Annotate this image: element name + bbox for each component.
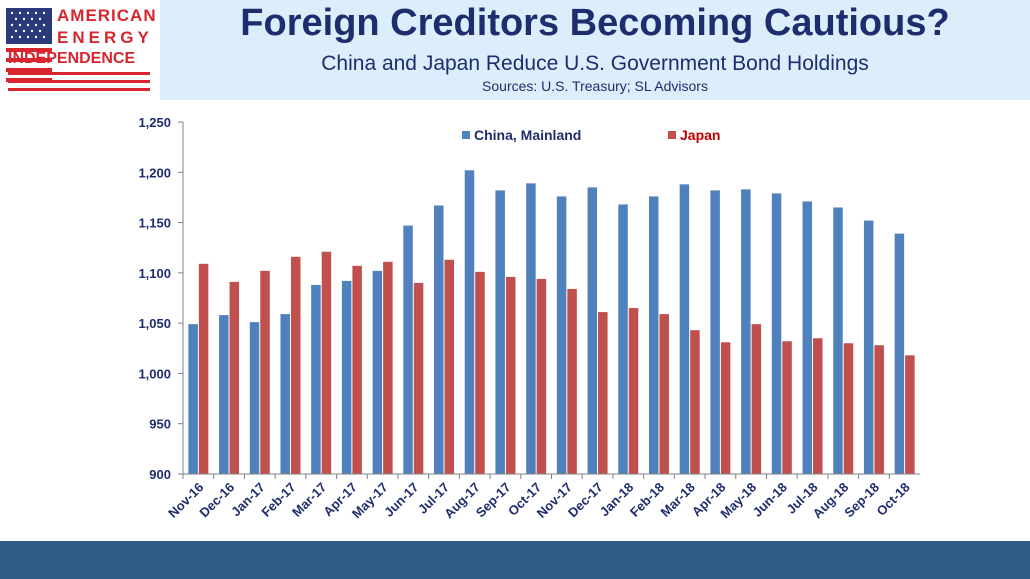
header-banner	[160, 0, 1030, 100]
x-tick-label: Mar-17	[289, 480, 329, 520]
bar-china-Aug-17	[464, 170, 475, 474]
bar-japan-Feb-18	[659, 314, 669, 474]
bar-chart: 900 950 1,000 1,050 1,100 1,150 1,200 1,250 Nov…	[138, 115, 920, 521]
y-tick-label: 1,150	[138, 216, 171, 231]
bar-china-Dec-16	[219, 315, 229, 474]
us-flag-icon	[6, 8, 52, 88]
x-axis: Nov-16Dec-16Jan-17Feb-17Mar-17Apr-17May-…	[165, 473, 920, 521]
logo-stripe	[8, 80, 150, 83]
bar-japan-Aug-17	[475, 271, 485, 474]
logo-line-1: AMERICAN	[57, 6, 157, 25]
y-tick-label: 1,050	[138, 316, 171, 331]
bar-japan-Dec-17	[598, 312, 608, 474]
y-tick-label: 900	[149, 467, 171, 482]
bar-japan-Jul-17	[444, 259, 455, 474]
y-tick-label: 1,000	[138, 366, 171, 381]
logo-stripe	[8, 88, 150, 91]
bar-china-May-17	[372, 270, 383, 474]
footer-bar	[0, 541, 1030, 579]
x-tick-label: Oct-18	[874, 480, 913, 519]
bar-china-Mar-18	[679, 184, 690, 474]
bar-china-Nov-17	[556, 196, 567, 474]
bar-china-Jun-18	[771, 193, 782, 475]
bar-japan-Feb-17	[290, 256, 301, 474]
bar-japan-Jun-17	[413, 282, 424, 474]
y-axis: 900 950 1,000 1,050 1,100 1,150 1,200 1,250	[138, 115, 184, 482]
bar-china-Jun-17	[403, 225, 413, 474]
legend-label-china: China, Mainland	[474, 127, 581, 143]
logo: AMERICAN ENERGY INDEPENDENCE	[0, 0, 160, 100]
bar-china-May-18	[741, 189, 751, 474]
bar-china-Sep-18	[863, 220, 874, 474]
y-tick-label: 1,200	[138, 165, 171, 180]
page-title: Foreign Creditors Becoming Cautious?	[240, 2, 950, 44]
bar-china-Aug-18	[833, 207, 843, 474]
y-tick-label: 950	[149, 417, 171, 432]
bar-china-Apr-17	[341, 280, 352, 474]
bar-china-Apr-18	[710, 190, 720, 474]
x-tick-label: Dec-16	[196, 480, 237, 521]
bar-china-Jan-17	[249, 322, 260, 474]
bar-japan-Aug-18	[843, 343, 854, 474]
x-tick-label: Mar-18	[658, 480, 698, 520]
bar-japan-Mar-17	[321, 251, 332, 474]
x-tick-label: Sep-18	[841, 480, 882, 521]
logo-line-3: INDEPENDENCE	[8, 50, 136, 67]
y-tick-label: 1,250	[138, 115, 171, 130]
bar-japan-Jun-18	[782, 341, 792, 474]
bar-china-Feb-17	[280, 314, 290, 474]
bar-japan-Apr-17	[352, 265, 362, 474]
bar-china-Sep-17	[495, 190, 505, 474]
bar-china-Oct-18	[894, 233, 905, 474]
x-tick-label: Jun-17	[381, 480, 421, 520]
x-tick-label: Jun-18	[750, 480, 790, 520]
bar-japan-Dec-16	[229, 281, 240, 474]
bar-japan-Sep-17	[505, 276, 516, 474]
legend-swatch-china	[462, 131, 470, 139]
bar-china-Feb-18	[648, 196, 659, 474]
y-tick-label: 1,100	[138, 266, 171, 281]
bar-japan-Jul-18	[813, 338, 823, 474]
bar-japan-May-18	[751, 324, 762, 474]
bar-japan-May-17	[383, 261, 393, 474]
bar-china-Jan-18	[618, 204, 628, 474]
bar-japan-Nov-17	[567, 288, 577, 474]
bar-china-Oct-17	[526, 183, 536, 474]
bar-china-Jul-18	[802, 201, 813, 475]
bar-japan-Nov-16	[198, 263, 209, 474]
bar-china-Nov-16	[188, 324, 198, 474]
x-tick-label: Dec-17	[565, 480, 606, 521]
bars	[188, 170, 915, 475]
logo-line-2: ENERGY	[57, 28, 153, 47]
logo-stripe	[8, 72, 150, 75]
x-tick-label: Sep-17	[473, 480, 514, 521]
page-subtitle: China and Japan Reduce U.S. Government B…	[321, 52, 869, 75]
bar-china-Mar-17	[311, 284, 321, 474]
bar-japan-Mar-18	[690, 330, 700, 474]
bar-japan-Oct-18	[905, 355, 915, 474]
sources-note: Sources: U.S. Treasury; SL Advisors	[482, 78, 708, 94]
bar-china-Jul-17	[434, 205, 444, 474]
bar-japan-Oct-17	[536, 278, 547, 474]
legend-swatch-japan	[668, 131, 676, 139]
legend: China, Mainland Japan	[462, 127, 720, 143]
bar-japan-Jan-18	[628, 308, 639, 474]
bar-japan-Apr-18	[720, 342, 731, 474]
bar-china-Dec-17	[587, 187, 598, 474]
legend-label-japan: Japan	[680, 127, 720, 143]
bar-japan-Sep-18	[874, 345, 884, 474]
bar-japan-Jan-17	[260, 270, 270, 474]
